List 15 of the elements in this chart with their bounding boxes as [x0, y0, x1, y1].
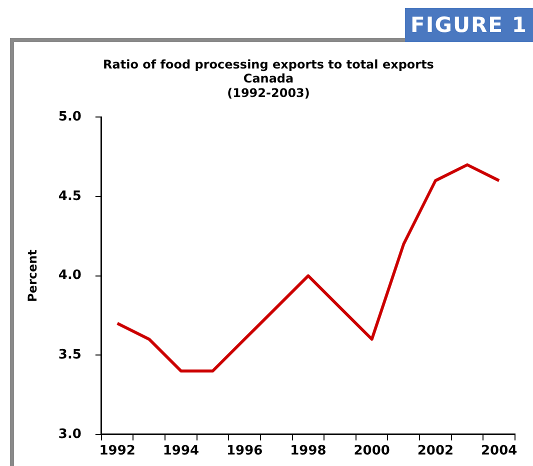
x-tick-label: 2000 — [354, 444, 390, 459]
caption: FIGURE 1 — [405, 8, 533, 42]
x-tick-label: 1992 — [99, 444, 136, 459]
x-tick-label: 2004 — [481, 444, 518, 459]
y-tick-label: 3.0 — [58, 426, 82, 442]
x-tick-label: 2002 — [417, 444, 454, 459]
y-tick-label: 3.5 — [58, 347, 82, 362]
y-tick-label: 4.0 — [58, 268, 82, 284]
y-axis-title: Percent — [25, 249, 40, 302]
x-tick-label: 1998 — [290, 444, 326, 459]
chart-title: Ratio of food processing exports to total exports Canada (1992-2003) — [103, 57, 434, 100]
x-tick-label: 1996 — [226, 444, 263, 459]
x-tick-label: 1994 — [162, 444, 200, 459]
y-tick-label: 5.0 — [58, 110, 82, 125]
y-tick-label: 4.5 — [58, 188, 82, 204]
